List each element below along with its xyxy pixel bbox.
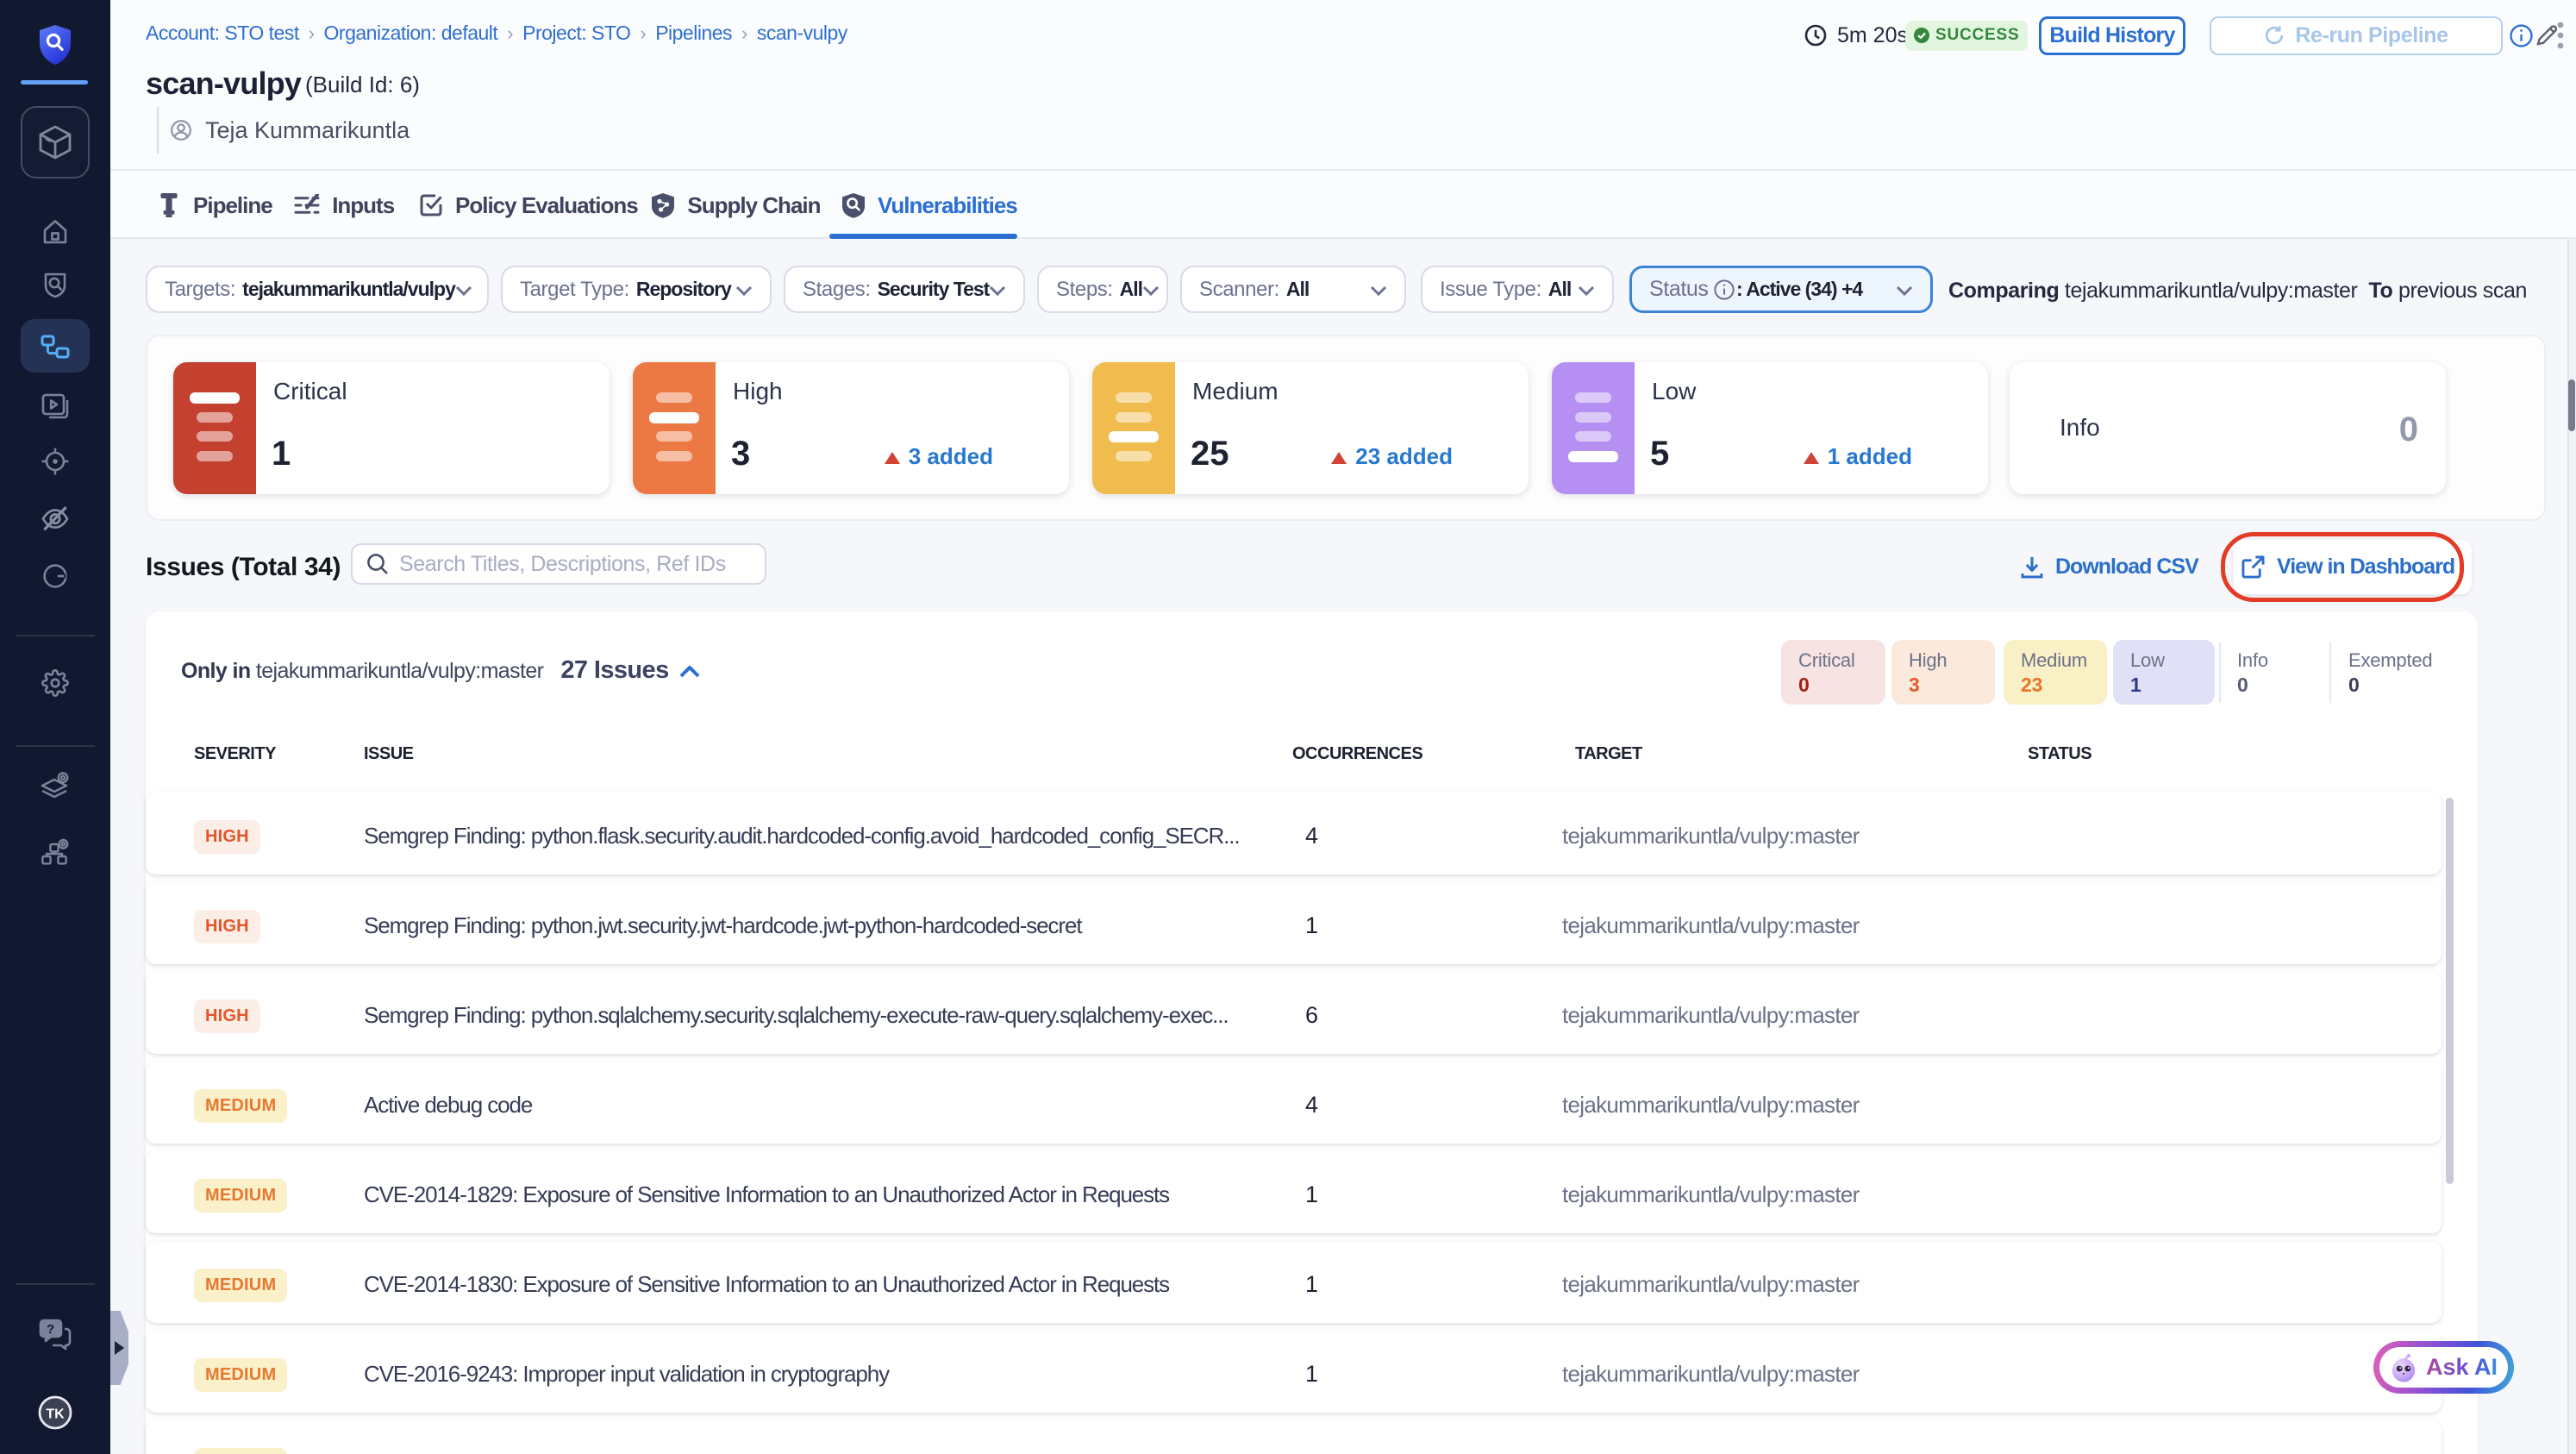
svg-text:?: ?	[47, 1322, 54, 1337]
svg-text:TK: TK	[46, 1407, 65, 1421]
